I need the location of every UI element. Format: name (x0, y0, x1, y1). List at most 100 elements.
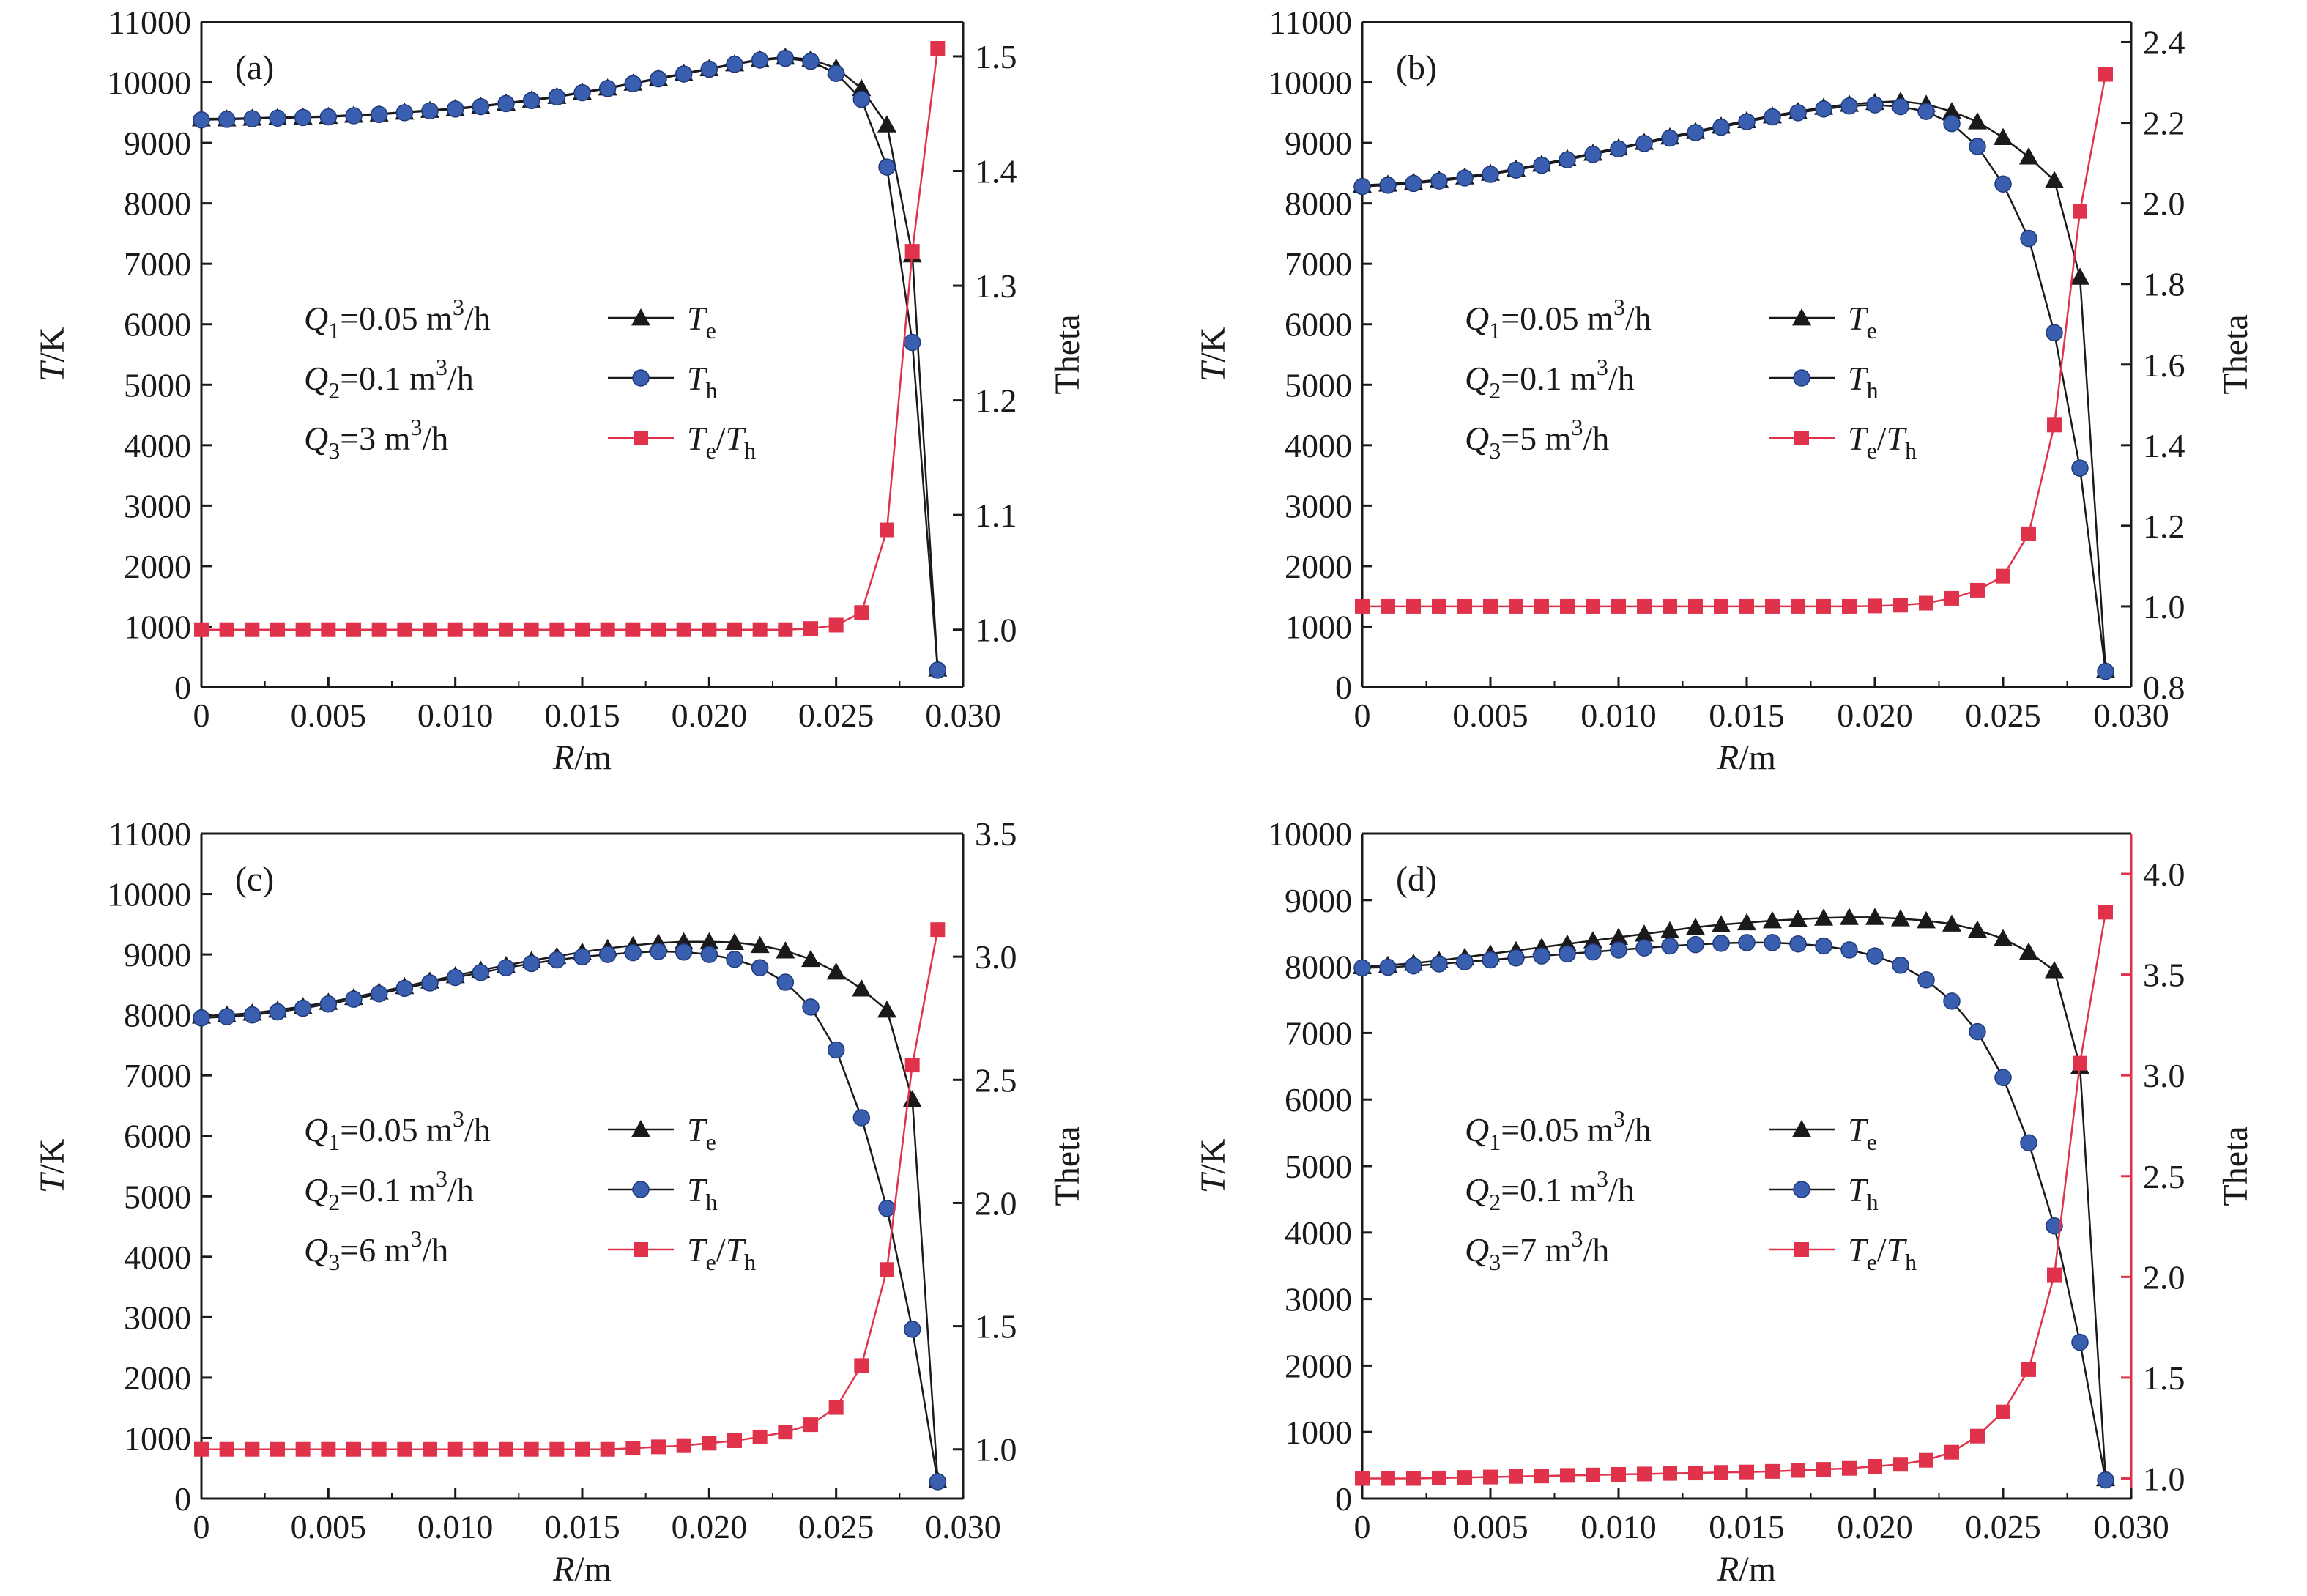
data-point (549, 622, 565, 637)
x-tick-label: 0.020 (672, 697, 748, 734)
data-point (1586, 598, 1600, 614)
data-point (371, 1441, 387, 1457)
data-point (1764, 934, 1781, 951)
y-tick-label: 5000 (124, 1178, 191, 1215)
data-point (1379, 177, 1397, 194)
data-point (750, 935, 770, 954)
y2-tick-label: 0.8 (2143, 669, 2185, 706)
data-point (1635, 939, 1653, 957)
data-point (575, 1441, 590, 1457)
x-axis-title: R/m (552, 1550, 612, 1589)
data-point (827, 64, 845, 82)
data-point (1942, 102, 1961, 119)
data-point (1457, 1470, 1472, 1485)
data-point (1381, 598, 1395, 614)
data-point (522, 954, 540, 973)
legend-marker (1794, 431, 1809, 445)
x-tick-label: 0.005 (1452, 697, 1528, 734)
data-point (423, 1441, 437, 1457)
data-point (1661, 129, 1679, 147)
data-point (1842, 1460, 1857, 1476)
x-tick-label: 0.030 (925, 1508, 1001, 1545)
data-point (1637, 1466, 1652, 1482)
y2-tick-label: 1.4 (2143, 427, 2185, 464)
data-point (1865, 908, 1884, 925)
data-point (423, 622, 437, 637)
y-tick-label: 9000 (1285, 882, 1352, 919)
data-point (1533, 947, 1550, 965)
y-tick-label: 1000 (124, 1419, 191, 1457)
data-point (193, 111, 210, 129)
data-point (699, 932, 719, 950)
data-point (1814, 908, 1833, 926)
legend-marker (634, 431, 648, 445)
data-point (1456, 953, 1474, 970)
series-te-th (1355, 67, 2113, 614)
legend-marker (631, 308, 650, 326)
data-point (1457, 598, 1472, 614)
data-point (1866, 96, 1884, 114)
y2-axis-title: Theta (1048, 1126, 1087, 1206)
data-point (1737, 913, 1756, 931)
data-point (243, 110, 261, 127)
data-point (904, 1058, 920, 1073)
data-point (1534, 1469, 1549, 1484)
data-point (1868, 598, 1882, 614)
data-point (2046, 1217, 2063, 1235)
data-point (727, 622, 742, 637)
data-point (852, 78, 872, 97)
y2-tick-label: 2.0 (2143, 1258, 2185, 1296)
data-point (1559, 945, 1576, 963)
data-point (243, 1006, 261, 1024)
legend-marker (1793, 369, 1810, 387)
data-point (726, 56, 743, 73)
data-point (1560, 1468, 1575, 1483)
y2-tick-label: 2.2 (2143, 105, 2185, 142)
data-point (219, 622, 234, 637)
data-point (1917, 971, 1935, 989)
y-tick-label: 8000 (124, 997, 191, 1034)
data-point (194, 1441, 209, 1457)
y-tick-label: 8000 (1285, 185, 1352, 223)
data-point (345, 107, 363, 125)
data-point (2045, 171, 2064, 188)
y-tick-label: 9000 (124, 125, 191, 162)
data-point (1687, 124, 1704, 141)
x-tick-label: 0 (1354, 697, 1371, 734)
y-tick-label: 2000 (1285, 548, 1352, 585)
condition-text: Q1=0.05 m3/h (304, 294, 491, 344)
y2-tick-label: 1.1 (975, 497, 1017, 534)
legend-marker (634, 1242, 648, 1257)
data-point (1687, 935, 1704, 954)
data-point (1919, 595, 1933, 611)
y-tick-label: 2000 (124, 1359, 191, 1397)
data-point (651, 622, 666, 637)
data-point (1430, 955, 1448, 973)
data-point (2071, 1333, 2089, 1351)
y-axis-title: T/K (1194, 327, 1233, 382)
x-tick-label: 0.010 (417, 1508, 494, 1545)
data-point (1842, 598, 1857, 614)
series-te-th (194, 922, 946, 1457)
data-point (1789, 935, 1807, 953)
legend-label: Th (687, 1171, 718, 1215)
data-point (1815, 937, 1832, 955)
x-tick-label: 0.020 (672, 1508, 748, 1545)
series-line (201, 950, 939, 1482)
data-point (294, 108, 312, 127)
data-point (499, 622, 513, 637)
data-point (880, 1262, 894, 1277)
data-point (1892, 97, 1909, 116)
data-point (1456, 169, 1474, 187)
data-point (2020, 229, 2037, 248)
data-point (522, 92, 540, 110)
data-point (776, 941, 795, 959)
data-point (2070, 267, 2089, 285)
data-point (1739, 598, 1754, 614)
data-point (1738, 934, 1756, 951)
x-tick-label: 0.030 (2093, 1508, 2169, 1545)
data-point (446, 100, 464, 118)
data-point (902, 1090, 922, 1107)
y-tick-label: 7000 (124, 245, 191, 283)
data-point (2021, 1362, 2036, 1377)
